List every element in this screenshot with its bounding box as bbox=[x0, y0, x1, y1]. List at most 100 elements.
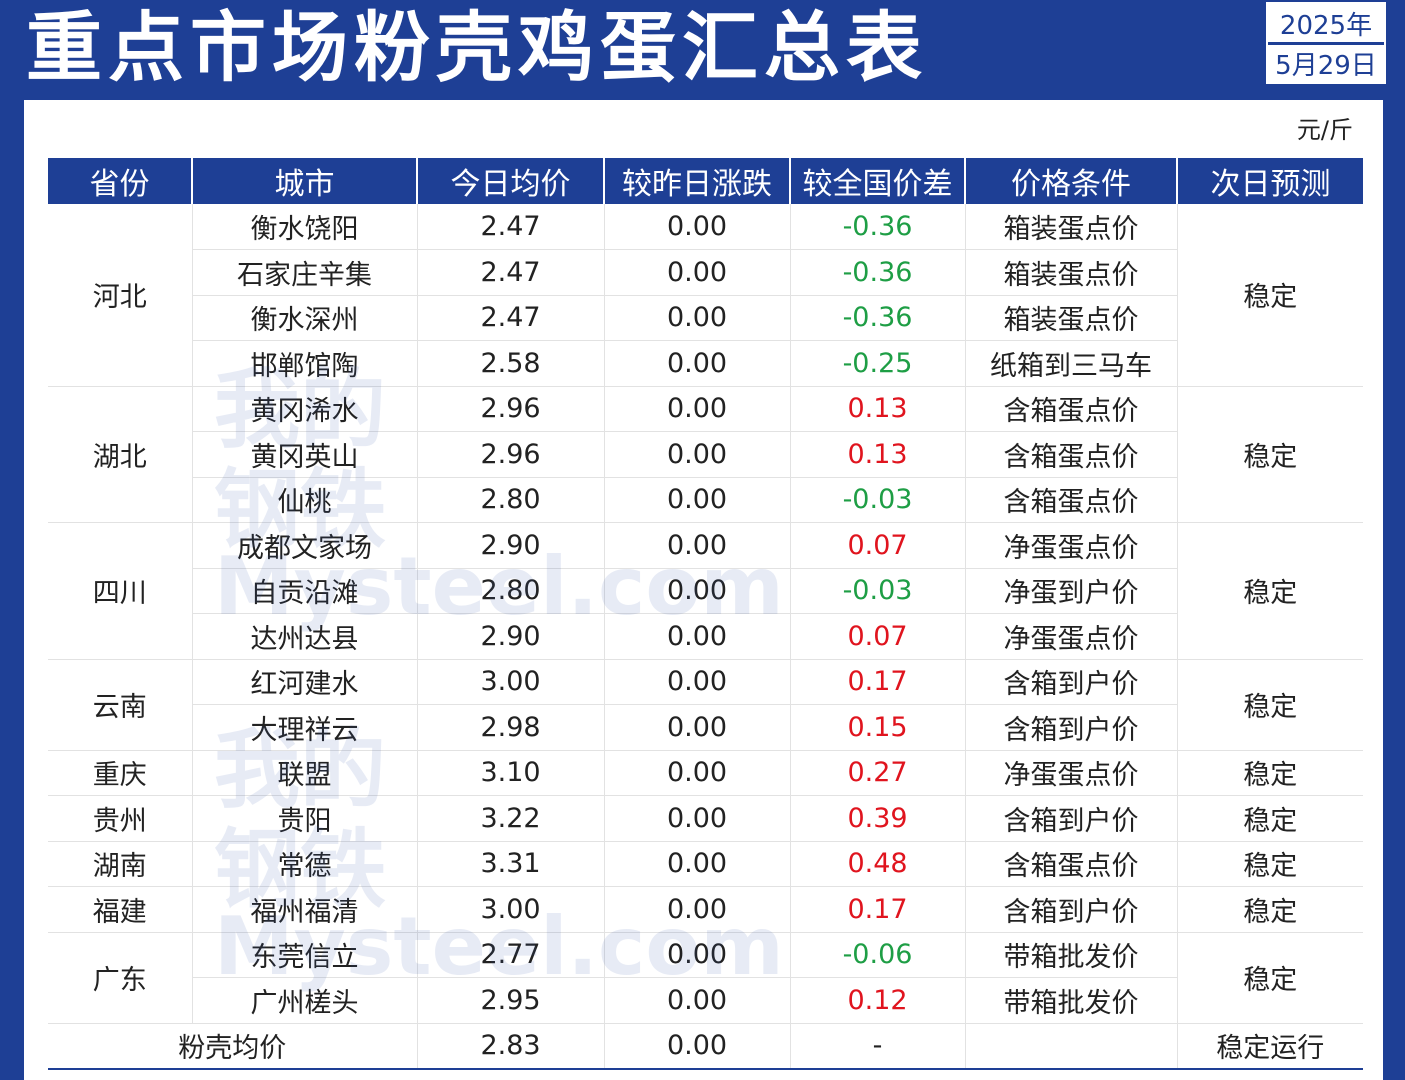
condition-cell: 箱装蛋点价 bbox=[964, 295, 1177, 341]
diff-cell: 0.13 bbox=[789, 431, 965, 478]
price-cell: 3.22 bbox=[416, 795, 604, 842]
city-cell: 衡水深州 bbox=[191, 295, 417, 341]
price-cell: 2.47 bbox=[416, 249, 604, 296]
summary-change: 0.00 bbox=[603, 1023, 790, 1070]
price-cell: 3.00 bbox=[416, 886, 604, 933]
city-cell: 成都文家场 bbox=[191, 522, 417, 569]
condition-cell: 含箱蛋点价 bbox=[964, 431, 1177, 478]
price-cell: 3.10 bbox=[416, 750, 604, 796]
forecast-cell: 稳定 bbox=[1176, 886, 1363, 933]
diff-cell: 0.15 bbox=[789, 704, 965, 751]
date-badge: 2025年 5月29日 bbox=[1266, 2, 1386, 84]
condition-cell: 净蛋到户价 bbox=[964, 568, 1177, 614]
condition-cell: 净蛋蛋点价 bbox=[964, 750, 1177, 796]
header-province: 省份 bbox=[48, 158, 192, 204]
condition-cell: 净蛋蛋点价 bbox=[964, 522, 1177, 569]
city-cell: 福州福清 bbox=[191, 886, 417, 933]
price-cell: 3.31 bbox=[416, 841, 604, 887]
city-cell: 贵阳 bbox=[191, 795, 417, 842]
price-cell: 2.80 bbox=[416, 477, 604, 523]
table-row: 黄冈英山 2.96 0.00 0.13 含箱蛋点价 bbox=[48, 431, 1363, 478]
forecast-cell: 稳定 bbox=[1176, 932, 1363, 1024]
price-cell: 2.98 bbox=[416, 704, 604, 751]
table-header-row: 省份 城市 今日均价 较昨日涨跌 较全国价差 价格条件 次日预测 bbox=[48, 158, 1363, 204]
price-cell: 2.58 bbox=[416, 340, 604, 387]
province-cell: 广东 bbox=[48, 932, 192, 1024]
city-cell: 黄冈浠水 bbox=[191, 386, 417, 432]
diff-cell: 0.27 bbox=[789, 750, 965, 796]
price-cell: 2.96 bbox=[416, 386, 604, 432]
table-body: 河北 衡水饶阳 2.47 0.00 -0.36 箱装蛋点价 稳定 石家庄辛集 2.47 0.00-… bbox=[48, 204, 1363, 1070]
table-row: 衡水深州 2.47 0.00 -0.36 箱装蛋点价 bbox=[48, 295, 1363, 341]
table-panel: 元/斤 省份 城市 今日均价 较昨日涨跌 较全国价差 价格条件 次日预测 河北衡… bbox=[24, 100, 1383, 1080]
condition-cell: 纸箱到三马车 bbox=[964, 340, 1177, 387]
province-cell: 贵州 bbox=[48, 795, 192, 842]
header-condition: 价格条件 bbox=[964, 158, 1177, 204]
change-cell: 0.00 bbox=[603, 932, 790, 978]
forecast-cell: 稳定 bbox=[1176, 795, 1363, 842]
forecast-cell: 稳定 bbox=[1176, 659, 1363, 751]
summary-row: 粉壳均价 2.83 0.00- 稳定运行 bbox=[48, 1023, 1363, 1070]
change-cell: 0.00 bbox=[603, 841, 790, 887]
province-cell: 湖北 bbox=[48, 386, 192, 523]
change-cell: 0.00 bbox=[603, 795, 790, 842]
change-cell: 0.00 bbox=[603, 386, 790, 432]
header-city: 城市 bbox=[191, 158, 417, 204]
diff-cell: 0.13 bbox=[789, 386, 965, 432]
price-cell: 2.90 bbox=[416, 522, 604, 569]
diff-cell: 0.07 bbox=[789, 613, 965, 660]
condition-cell: 含箱到户价 bbox=[964, 659, 1177, 705]
forecast-cell: 稳定 bbox=[1176, 386, 1363, 523]
condition-cell: 含箱到户价 bbox=[964, 704, 1177, 751]
diff-cell: -0.25 bbox=[789, 340, 965, 387]
table-row: 自贡沿滩 2.80 0.00 -0.03 净蛋到户价 bbox=[48, 568, 1363, 614]
province-cell: 湖南 bbox=[48, 841, 192, 887]
summary-condition bbox=[964, 1023, 1177, 1070]
price-cell: 3.00 bbox=[416, 659, 604, 705]
condition-cell: 带箱批发价 bbox=[964, 932, 1177, 978]
province-cell: 重庆 bbox=[48, 750, 192, 796]
forecast-cell: 稳定 bbox=[1176, 204, 1363, 387]
condition-cell: 含箱到户价 bbox=[964, 795, 1177, 842]
diff-cell: -0.36 bbox=[789, 204, 965, 250]
table-row: 邯郸馆陶 2.58 0.00 -0.25 纸箱到三马车 bbox=[48, 340, 1363, 387]
table-row: 云南 红河建水 3.00 0.00 0.17 含箱到户价 稳定 bbox=[48, 659, 1363, 751]
city-cell: 联盟 bbox=[191, 750, 417, 796]
city-cell: 仙桃 bbox=[191, 477, 417, 523]
diff-cell: -0.06 bbox=[789, 932, 965, 978]
date-year: 2025年 bbox=[1268, 4, 1384, 42]
change-cell: 0.00 bbox=[603, 704, 790, 751]
price-cell: 2.47 bbox=[416, 295, 604, 341]
diff-cell: -0.03 bbox=[789, 568, 965, 614]
forecast-cell: 稳定 bbox=[1176, 750, 1363, 796]
header-diff: 较全国价差 bbox=[789, 158, 965, 204]
price-table: 省份 城市 今日均价 较昨日涨跌 较全国价差 价格条件 次日预测 河北 衡水饶阳 2… bbox=[48, 158, 1363, 1070]
city-cell: 红河建水 bbox=[191, 659, 417, 705]
price-cell: 2.80 bbox=[416, 568, 604, 614]
table-row: 广东 东莞信立 2.77 0.00 -0.06 带箱批发价 稳定 bbox=[48, 932, 1363, 1024]
condition-cell: 箱装蛋点价 bbox=[964, 204, 1177, 250]
table-row: 大理祥云 2.98 0.00 0.15 含箱到户价 bbox=[48, 704, 1363, 751]
diff-cell: 0.17 bbox=[789, 659, 965, 705]
change-cell: 0.00 bbox=[603, 522, 790, 569]
change-cell: 0.00 bbox=[603, 568, 790, 614]
province-cell: 四川 bbox=[48, 522, 192, 660]
city-cell: 大理祥云 bbox=[191, 704, 417, 751]
table-row: 贵州 贵阳 3.22 0.00 0.39 含箱到户价 稳定 bbox=[48, 795, 1363, 842]
city-cell: 自贡沿滩 bbox=[191, 568, 417, 614]
table-row: 广州槎头 2.95 0.00 0.12 带箱批发价 bbox=[48, 977, 1363, 1024]
condition-cell: 含箱蛋点价 bbox=[964, 386, 1177, 432]
change-cell: 0.00 bbox=[603, 886, 790, 933]
header-forecast: 次日预测 bbox=[1176, 158, 1363, 204]
change-cell: 0.00 bbox=[603, 340, 790, 387]
province-cell: 福建 bbox=[48, 886, 192, 933]
diff-cell: -0.03 bbox=[789, 477, 965, 523]
date-day: 5月29日 bbox=[1268, 42, 1384, 82]
change-cell: 0.00 bbox=[603, 295, 790, 341]
diff-cell: 0.07 bbox=[789, 522, 965, 569]
table-row: 石家庄辛集 2.47 0.00 -0.36 箱装蛋点价 bbox=[48, 249, 1363, 296]
change-cell: 0.00 bbox=[603, 659, 790, 705]
table-row: 仙桃 2.80 0.00 -0.03 含箱蛋点价 bbox=[48, 477, 1363, 523]
summary-diff: - bbox=[789, 1023, 965, 1070]
table-row: 湖北 黄冈浠水 2.96 0.00 0.13 含箱蛋点价 稳定 bbox=[48, 386, 1363, 523]
